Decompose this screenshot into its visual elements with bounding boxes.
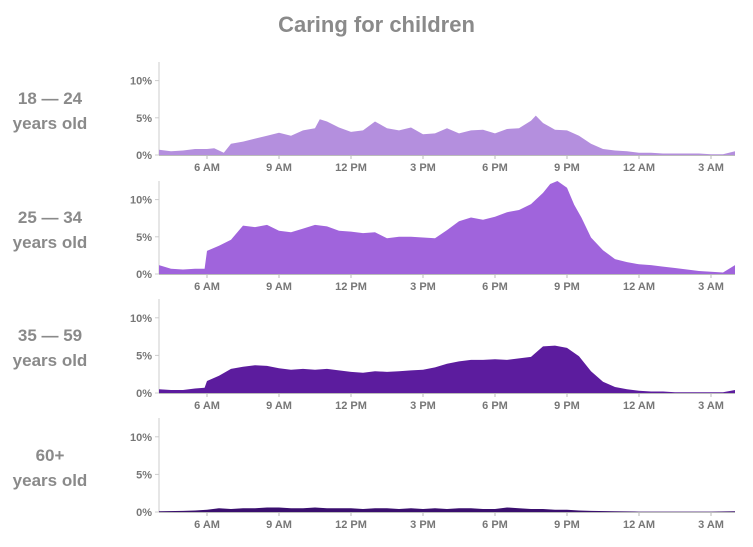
row-label-line1: 25 — 34: [17, 208, 83, 227]
x-tick-label: 6 AM: [194, 400, 220, 412]
x-tick-label: 9 PM: [554, 162, 580, 174]
x-tick-label: 9 PM: [554, 519, 580, 531]
x-tick-label: 9 AM: [266, 281, 292, 293]
x-tick-label: 9 PM: [554, 281, 580, 293]
y-tick-label: 5%: [136, 113, 152, 125]
y-tick-label: 0%: [136, 150, 152, 162]
x-tick-label: 6 AM: [194, 281, 220, 293]
y-tick-label: 0%: [136, 507, 152, 519]
x-tick-label: 12 PM: [335, 400, 367, 412]
panel-3: 0% 5% 10% 6 AM 9 AM 12 PM 3 PM 6 PM 9 PM 12 AM 3 A…: [130, 418, 735, 531]
row-label-line1: 18 — 24: [17, 89, 83, 108]
x-tick-label: 6 PM: [482, 162, 508, 174]
x-tick-label: 6 PM: [482, 400, 508, 412]
chart-title: Caring for children: [278, 12, 475, 37]
y-tick-label: 5%: [136, 469, 152, 481]
y-tick-label: 10%: [130, 195, 152, 207]
x-tick-label: 3 AM: [698, 519, 724, 531]
row-label-line2: years old: [12, 233, 88, 252]
x-tick-label: 6 AM: [194, 519, 220, 531]
y-tick-label: 10%: [130, 76, 152, 88]
y-tick-label: 10%: [130, 313, 152, 325]
x-tick-label: 12 AM: [623, 162, 655, 174]
series-area: [159, 181, 735, 274]
x-tick-label: 3 AM: [698, 281, 724, 293]
panel-2: 0% 5% 10% 6 AM 9 AM 12 PM 3 PM 6 PM 9 PM 12 AM 3 A…: [130, 299, 735, 412]
row-label-line1: 60+: [35, 446, 65, 465]
x-tick-label: 12 PM: [335, 162, 367, 174]
x-tick-label: 12 PM: [335, 281, 367, 293]
x-tick-label: 6 PM: [482, 281, 508, 293]
x-tick-label: 9 AM: [266, 400, 292, 412]
x-tick-label: 6 PM: [482, 519, 508, 531]
y-tick-label: 0%: [136, 388, 152, 400]
row-label-18-24: 18 — 24 years old: [0, 86, 100, 136]
x-tick-label: 12 PM: [335, 519, 367, 531]
panel-0: 0% 5% 10% 6 AM 9 AM 12 PM 3 PM 6 PM 9 PM 12 AM 3 A…: [130, 62, 735, 174]
x-tick-label: 12 AM: [623, 281, 655, 293]
y-tick-label: 0%: [136, 269, 152, 281]
x-tick-label: 9 PM: [554, 400, 580, 412]
x-tick-label: 9 AM: [266, 519, 292, 531]
row-label-60-plus: 60+ years old: [0, 443, 100, 493]
x-tick-label: 12 AM: [623, 519, 655, 531]
y-tick-label: 5%: [136, 232, 152, 244]
x-tick-label: 3 AM: [698, 400, 724, 412]
row-label-25-34: 25 — 34 years old: [0, 205, 100, 255]
row-label-line2: years old: [12, 351, 88, 370]
y-tick-label: 10%: [130, 432, 152, 444]
series-area: [159, 115, 735, 155]
x-tick-label: 12 AM: [623, 400, 655, 412]
row-label-35-59: 35 — 59 years old: [0, 323, 100, 373]
row-label-line2: years old: [12, 114, 88, 133]
panel-1: 0% 5% 10% 6 AM 9 AM 12 PM 3 PM 6 PM 9 PM 12 AM 3 A…: [130, 181, 735, 293]
x-tick-label: 9 AM: [266, 162, 292, 174]
series-area: [159, 345, 735, 393]
series-area: [159, 507, 735, 512]
row-label-line2: years old: [12, 471, 88, 490]
x-tick-label: 3 PM: [410, 400, 436, 412]
x-tick-label: 3 PM: [410, 281, 436, 293]
y-tick-label: 5%: [136, 350, 152, 362]
x-tick-label: 6 AM: [194, 162, 220, 174]
row-label-line1: 35 — 59: [17, 326, 83, 345]
x-tick-label: 3 PM: [410, 162, 436, 174]
x-tick-label: 3 AM: [698, 162, 724, 174]
x-tick-label: 3 PM: [410, 519, 436, 531]
